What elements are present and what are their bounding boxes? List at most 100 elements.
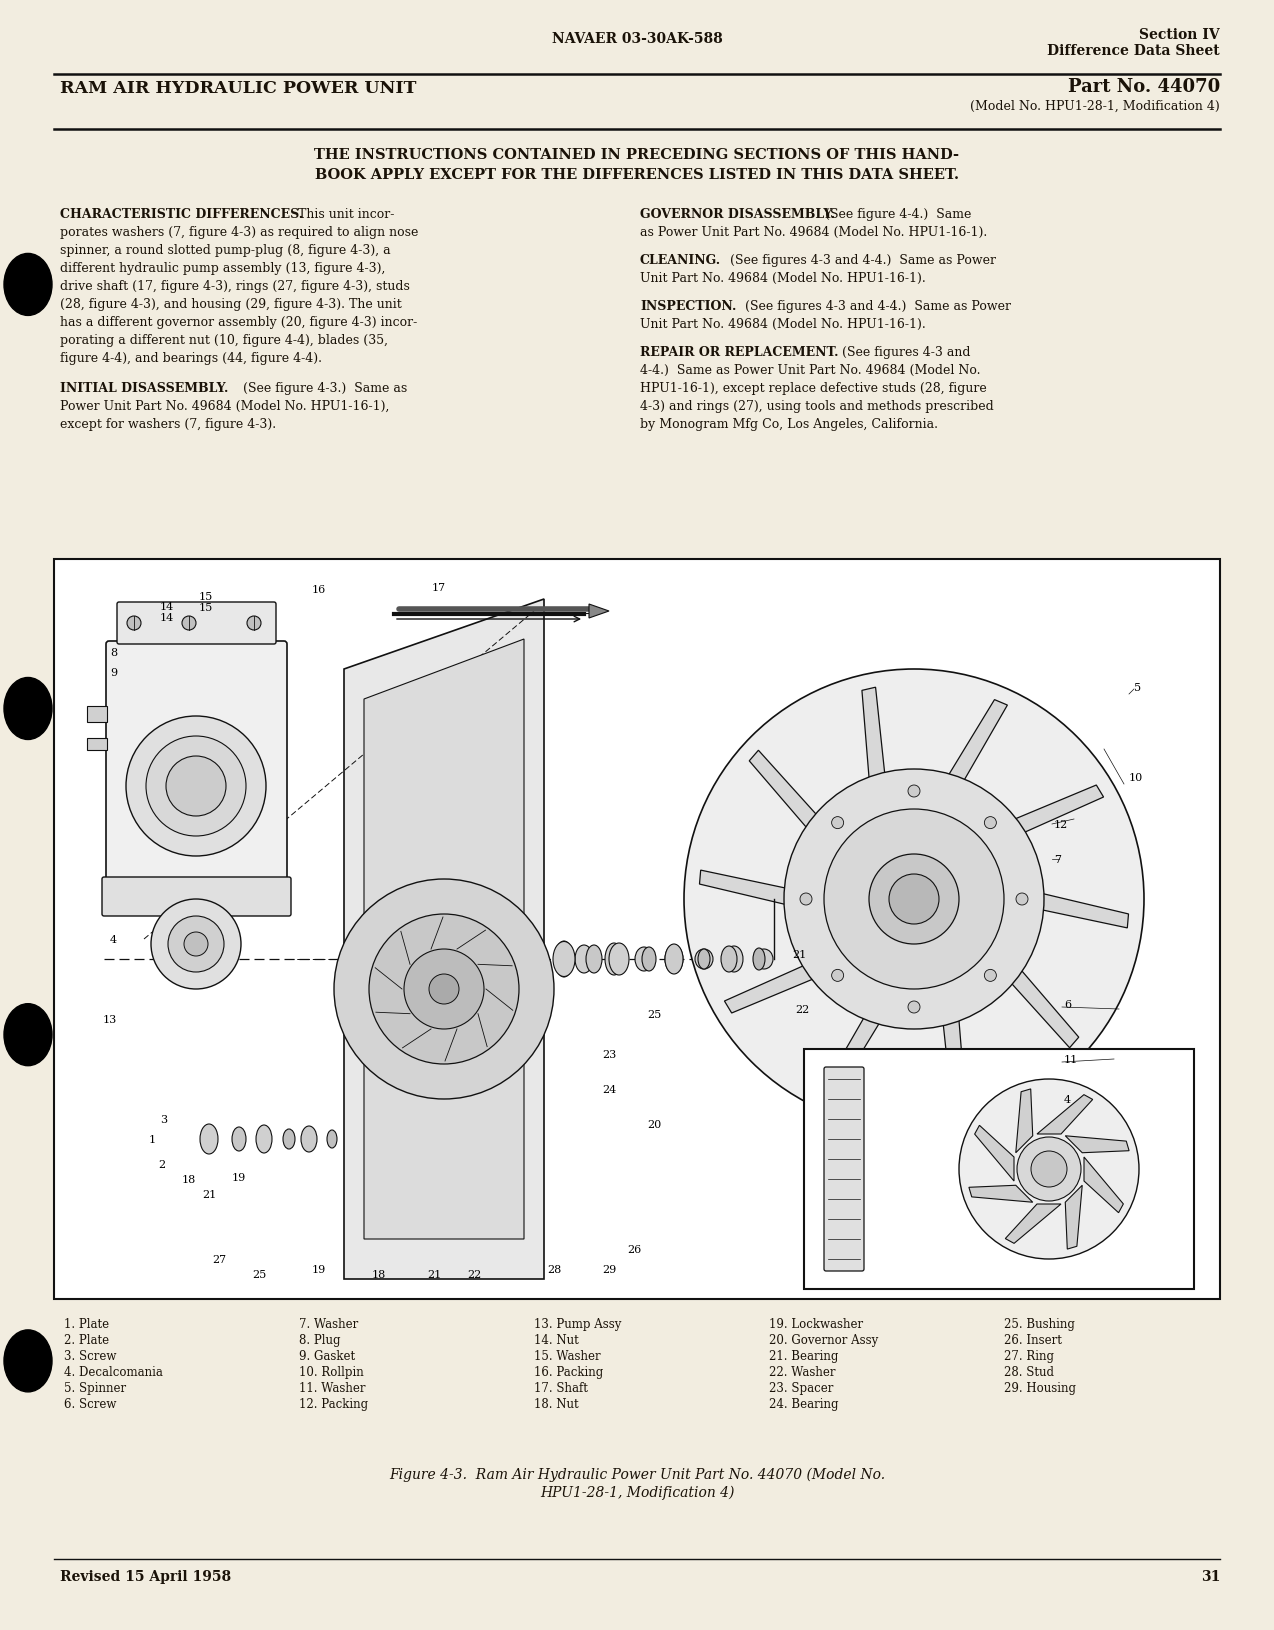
Text: Power Unit Part No. 49684 (Model No. HPU1-16-1),: Power Unit Part No. 49684 (Model No. HPU… bbox=[60, 399, 390, 412]
Text: INSPECTION.: INSPECTION. bbox=[640, 300, 736, 313]
Text: 23: 23 bbox=[601, 1050, 617, 1060]
Ellipse shape bbox=[755, 949, 773, 970]
Text: 1: 1 bbox=[149, 1134, 155, 1144]
Text: porates washers (7, figure 4-3) as required to align nose: porates washers (7, figure 4-3) as requi… bbox=[60, 227, 418, 240]
Circle shape bbox=[985, 970, 996, 981]
Text: 16: 16 bbox=[312, 585, 326, 595]
Circle shape bbox=[985, 817, 996, 830]
Text: NAVAER 03-30AK-588: NAVAER 03-30AK-588 bbox=[552, 33, 722, 46]
Circle shape bbox=[404, 949, 484, 1030]
Text: 25. Bushing: 25. Bushing bbox=[1004, 1317, 1075, 1330]
Text: 14. Nut: 14. Nut bbox=[534, 1333, 578, 1346]
Text: 24. Bearing: 24. Bearing bbox=[769, 1397, 838, 1410]
Text: 4-3) and rings (27), using tools and methods prescribed: 4-3) and rings (27), using tools and met… bbox=[640, 399, 994, 412]
Text: 25: 25 bbox=[252, 1270, 266, 1280]
Text: 26. Insert: 26. Insert bbox=[1004, 1333, 1061, 1346]
Circle shape bbox=[429, 975, 459, 1004]
Text: 11. Washer: 11. Washer bbox=[299, 1381, 366, 1394]
Circle shape bbox=[152, 900, 241, 989]
Circle shape bbox=[334, 880, 554, 1099]
Text: 18: 18 bbox=[182, 1174, 196, 1185]
Text: 5. Spinner: 5. Spinner bbox=[64, 1381, 126, 1394]
Text: 22. Washer: 22. Washer bbox=[769, 1366, 836, 1377]
Ellipse shape bbox=[232, 1128, 246, 1151]
Text: 21: 21 bbox=[427, 1270, 441, 1280]
Ellipse shape bbox=[609, 944, 629, 975]
Polygon shape bbox=[699, 870, 870, 924]
Ellipse shape bbox=[200, 1125, 218, 1154]
Polygon shape bbox=[1065, 1136, 1129, 1152]
Text: Part No. 44070: Part No. 44070 bbox=[1068, 78, 1220, 96]
Ellipse shape bbox=[698, 949, 710, 970]
Bar bbox=[87, 706, 107, 722]
Text: 15: 15 bbox=[199, 592, 213, 601]
Circle shape bbox=[1017, 1138, 1082, 1201]
Text: 10. Rollpin: 10. Rollpin bbox=[299, 1366, 364, 1377]
Text: CHARACTERISTIC DIFFERENCES.: CHARACTERISTIC DIFFERENCES. bbox=[60, 209, 303, 220]
Polygon shape bbox=[935, 786, 1103, 866]
Text: 6. Screw: 6. Screw bbox=[64, 1397, 116, 1410]
Text: 23. Spacer: 23. Spacer bbox=[769, 1381, 833, 1394]
Text: GOVERNOR DISASSEMBLY.: GOVERNOR DISASSEMBLY. bbox=[640, 209, 836, 220]
Circle shape bbox=[369, 914, 519, 1064]
Polygon shape bbox=[903, 701, 1008, 849]
Ellipse shape bbox=[665, 945, 683, 973]
Circle shape bbox=[182, 616, 196, 631]
Text: 18. Nut: 18. Nut bbox=[534, 1397, 578, 1410]
Circle shape bbox=[1031, 1151, 1068, 1187]
Text: 27: 27 bbox=[211, 1253, 225, 1265]
Text: CLEANING.: CLEANING. bbox=[640, 254, 721, 267]
Ellipse shape bbox=[696, 949, 713, 970]
Text: 12: 12 bbox=[1054, 820, 1069, 830]
Polygon shape bbox=[589, 605, 609, 619]
Text: 27. Ring: 27. Ring bbox=[1004, 1350, 1054, 1363]
Text: 21: 21 bbox=[792, 949, 806, 960]
Text: Unit Part No. 49684 (Model No. HPU1-16-1).: Unit Part No. 49684 (Model No. HPU1-16-1… bbox=[640, 272, 926, 285]
Polygon shape bbox=[970, 1185, 1033, 1203]
Polygon shape bbox=[975, 1126, 1014, 1182]
Text: 8: 8 bbox=[110, 647, 117, 657]
Text: Revised 15 April 1958: Revised 15 April 1958 bbox=[60, 1570, 231, 1583]
Text: 17. Shaft: 17. Shaft bbox=[534, 1381, 587, 1394]
Text: has a different governor assembly (20, figure 4-3) incor-: has a different governor assembly (20, f… bbox=[60, 316, 418, 329]
Polygon shape bbox=[344, 600, 544, 1280]
Text: 16. Packing: 16. Packing bbox=[534, 1366, 604, 1377]
Circle shape bbox=[800, 893, 812, 905]
Circle shape bbox=[908, 1001, 920, 1014]
Text: (See figures 4-3 and 4-4.)  Same as Power: (See figures 4-3 and 4-4.) Same as Power bbox=[745, 300, 1012, 313]
Polygon shape bbox=[935, 934, 966, 1112]
Text: 28: 28 bbox=[547, 1265, 561, 1275]
Text: 9: 9 bbox=[110, 668, 117, 678]
Polygon shape bbox=[820, 949, 925, 1099]
Text: drive shaft (17, figure 4-3), rings (27, figure 4-3), studs: drive shaft (17, figure 4-3), rings (27,… bbox=[60, 280, 410, 293]
Text: This unit incor-: This unit incor- bbox=[298, 209, 395, 220]
Circle shape bbox=[684, 670, 1144, 1130]
Text: Difference Data Sheet: Difference Data Sheet bbox=[1047, 44, 1220, 59]
Text: 5: 5 bbox=[1134, 683, 1142, 693]
Polygon shape bbox=[1037, 1095, 1093, 1134]
Circle shape bbox=[126, 717, 266, 856]
Bar bbox=[87, 738, 107, 750]
FancyBboxPatch shape bbox=[117, 603, 276, 644]
Ellipse shape bbox=[753, 949, 764, 970]
Text: porating a different nut (10, figure 4-4), blades (35,: porating a different nut (10, figure 4-4… bbox=[60, 334, 389, 347]
Text: 7: 7 bbox=[1054, 854, 1061, 864]
Circle shape bbox=[832, 817, 843, 830]
Circle shape bbox=[183, 932, 208, 957]
Polygon shape bbox=[364, 639, 524, 1239]
Text: 22: 22 bbox=[795, 1004, 809, 1014]
Text: (Model No. HPU1-28-1, Modification 4): (Model No. HPU1-28-1, Modification 4) bbox=[971, 99, 1220, 112]
Text: different hydraulic pump assembly (13, figure 4-3),: different hydraulic pump assembly (13, f… bbox=[60, 262, 385, 275]
Polygon shape bbox=[749, 751, 870, 893]
Text: 21. Bearing: 21. Bearing bbox=[769, 1350, 838, 1363]
Bar bbox=[54, 559, 1220, 1299]
Text: 29: 29 bbox=[601, 1265, 617, 1275]
FancyBboxPatch shape bbox=[106, 642, 287, 893]
Text: 1. Plate: 1. Plate bbox=[64, 1317, 110, 1330]
Text: HPU1-28-1, Modification 4): HPU1-28-1, Modification 4) bbox=[540, 1485, 734, 1500]
Text: 3: 3 bbox=[161, 1115, 168, 1125]
Text: 12. Packing: 12. Packing bbox=[299, 1397, 368, 1410]
Text: 4. Decalcomania: 4. Decalcomania bbox=[64, 1366, 163, 1377]
Circle shape bbox=[1015, 893, 1028, 905]
Text: (See figures 4-3 and 4-4.)  Same as Power: (See figures 4-3 and 4-4.) Same as Power bbox=[730, 254, 996, 267]
